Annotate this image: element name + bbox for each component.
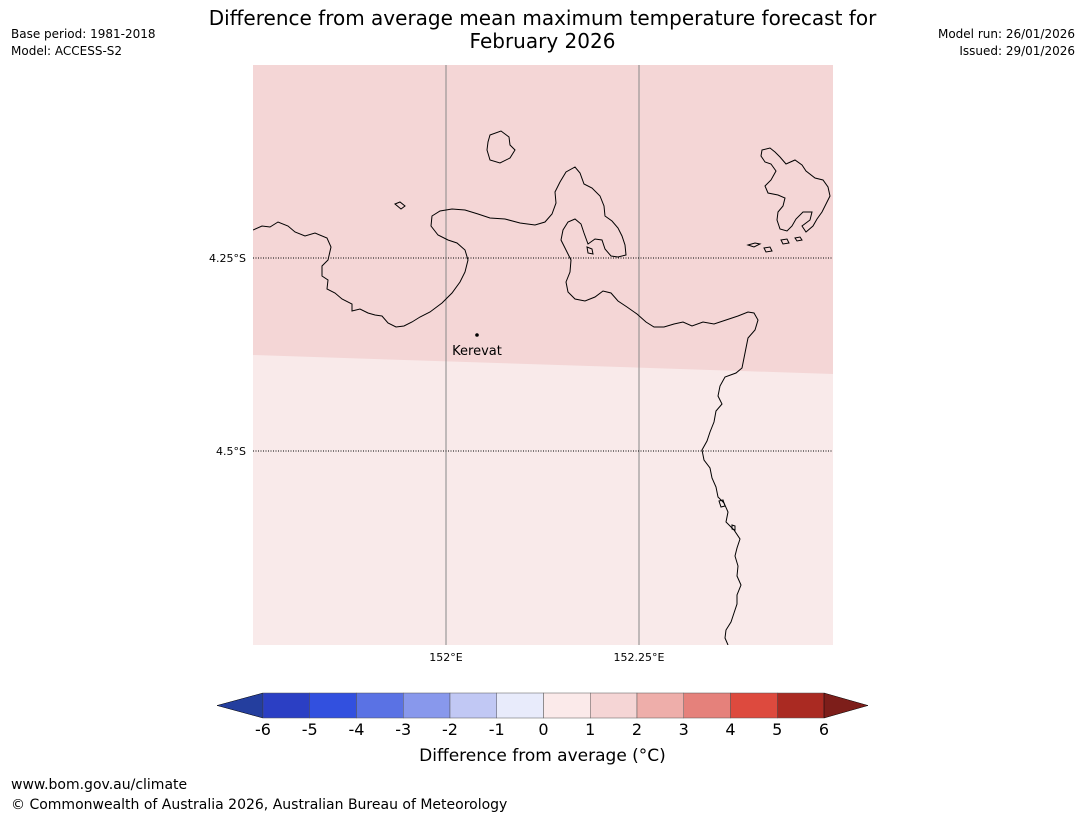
coastline-islet-1 [394, 201, 406, 210]
meta-right: Model run: 26/01/2026 Issued: 29/01/2026 [938, 26, 1075, 60]
model-run: Model run: 26/01/2026 [937, 27, 1075, 41]
colorbar-cell [309, 692, 357, 719]
footer: www.bom.gov.au/climate © Commonwealth of… [11, 775, 507, 815]
coastline-duke-of-york [760, 147, 831, 233]
colorbar-cell [496, 692, 544, 719]
coastline-main [253, 166, 759, 645]
coastline-islet-5 [780, 238, 790, 245]
coastline-islet-6 [794, 236, 803, 242]
colorbar-cell [730, 692, 778, 719]
kerevat-marker [475, 333, 479, 337]
map-area: Kerevat [253, 65, 833, 645]
colorbar-title: Difference from average (°C) [419, 746, 666, 766]
lat-label-4-25s: 4.25°S [209, 252, 246, 265]
colorbar-tick-label: 5 [772, 720, 782, 739]
colorbar-tick-label: 2 [632, 720, 642, 739]
coastline-islet-7 [718, 499, 726, 508]
colorbar-cell [543, 692, 591, 719]
coastline-islet-4 [763, 246, 773, 253]
coastline [253, 130, 831, 645]
colorbar-tick-label: -1 [489, 720, 505, 739]
place-label-kerevat: Kerevat [452, 344, 502, 359]
lat-label-4-5s: 4.5°S [216, 445, 246, 458]
colorbar-cell [683, 692, 731, 719]
colorbar-cell [449, 692, 497, 719]
coastline-island-1 [486, 130, 516, 164]
colorbar-cell [262, 692, 310, 719]
colorbar-tick-label: -2 [442, 720, 458, 739]
issued-date: Issued: 29/01/2026 [959, 44, 1075, 58]
meta-left: Base period: 1981-2018 Model: ACCESS-S2 [11, 26, 156, 60]
colorbar-tick-label: 0 [538, 720, 548, 739]
colorbar-arrow-high [823, 692, 869, 719]
colorbar-cell [403, 692, 451, 719]
colorbar-cell [636, 692, 684, 719]
colorbar-cell [590, 692, 638, 719]
colorbar-tick-label: 4 [725, 720, 735, 739]
colorbar-tick-label: -5 [302, 720, 318, 739]
colorbar-tick-label: -6 [255, 720, 271, 739]
footer-copyright: © Commonwealth of Australia 2026, Austra… [11, 797, 508, 813]
lon-label-152-25e: 152.25°E [614, 651, 665, 664]
colorbar-tick-label: 3 [679, 720, 689, 739]
title-line-1: Difference from average mean maximum tem… [208, 6, 877, 30]
lon-label-152e: 152°E [429, 651, 462, 664]
north-anomaly-zone [253, 65, 833, 374]
coastline-islet-2 [586, 246, 594, 255]
colorbar-tick-label: -3 [395, 720, 411, 739]
colorbar-arrow-low [216, 692, 264, 719]
coastline-islet-3 [746, 242, 762, 248]
colorbar-tick-label: -4 [349, 720, 365, 739]
colorbar: -6 -5 -4 -3 -2 -1 0 1 2 3 4 5 6 [216, 692, 869, 739]
chart-title: Difference from average mean maximum tem… [0, 7, 1085, 53]
model-name: Model: ACCESS-S2 [11, 44, 123, 58]
base-period: Base period: 1981-2018 [11, 27, 156, 41]
colorbar-tick-label: 1 [585, 720, 595, 739]
title-line-2: February 2026 [469, 29, 616, 53]
footer-url[interactable]: www.bom.gov.au/climate [11, 777, 188, 793]
colorbar-cell [777, 692, 825, 719]
colorbar-cell [356, 692, 404, 719]
colorbar-tick-label: 6 [819, 720, 829, 739]
coastline-islet-8 [731, 524, 736, 531]
